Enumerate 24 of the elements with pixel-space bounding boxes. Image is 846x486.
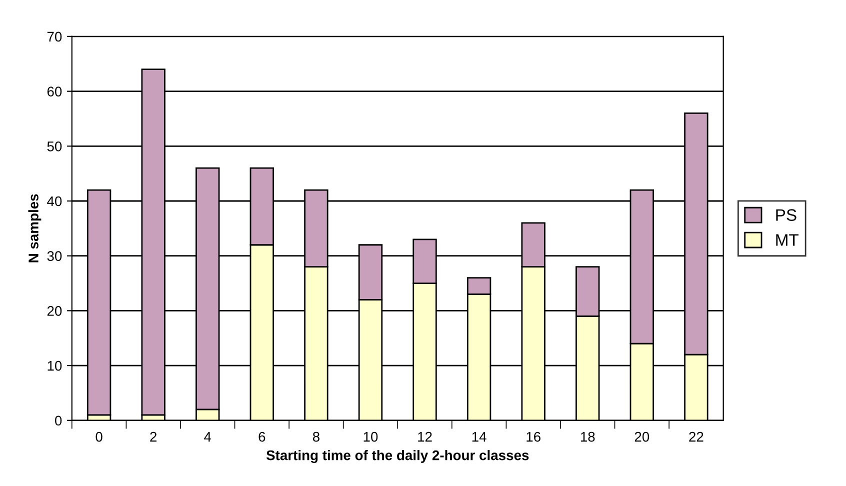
x-tick-label: 22 [689,432,704,442]
y-axis-title: N samples [28,194,42,262]
x-tick-label: 20 [634,432,650,442]
x-tick-label: 12 [418,432,432,442]
x-tick-label: 16 [526,432,540,442]
x-tick-label: 2 [150,432,157,442]
x-tick-label: 4 [204,432,212,442]
y-tick-label: 10 [48,360,62,371]
y-tick-label: 0 [55,416,62,426]
x-tick-label: 18 [580,432,595,442]
y-tick-label: 70 [47,32,62,42]
x-tick-label: 14 [472,432,486,442]
y-tick-label: 20 [47,306,62,316]
x-tick-label: 8 [312,432,320,442]
y-tick-label: 30 [47,251,62,262]
x-tick-label: 0 [96,432,102,442]
x-axis-title: Starting time of the daily 2-hour classes [266,450,529,464]
y-tick-label: 40 [47,196,62,206]
y-tick-label: 50 [47,141,62,152]
legend-label: PS [776,209,796,221]
legend-label: MT [776,234,799,246]
x-tick-label: 10 [364,432,378,442]
x-tick-label: 6 [258,432,266,442]
y-tick-label: 60 [47,86,62,96]
